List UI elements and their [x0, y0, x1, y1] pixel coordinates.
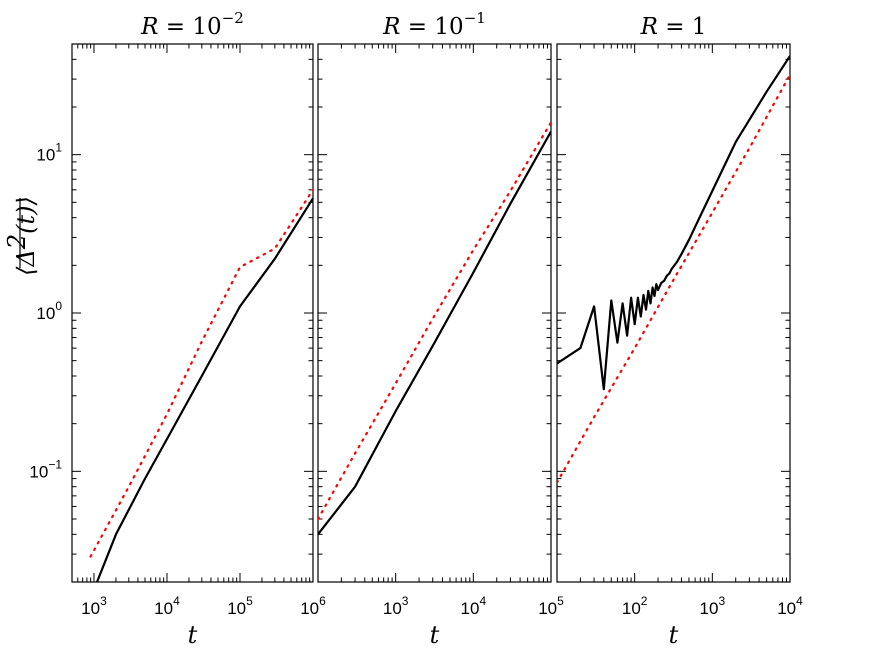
x-axis-label: t: [669, 621, 679, 649]
x-tick-label: 104: [461, 594, 487, 618]
fit-line: [89, 188, 313, 558]
simulation-line: [318, 130, 551, 535]
panel-frame: [71, 43, 314, 583]
panel-1: 103 104 105 106 t R = 10−2: [71, 9, 326, 649]
panel-title: R = 10−1: [382, 9, 486, 40]
x-axis-label: t: [188, 621, 198, 649]
simulation-line: [557, 55, 790, 391]
x-tick-label: 104: [154, 594, 180, 618]
simulation-line: [95, 197, 313, 582]
x-tick-label: 105: [538, 594, 564, 618]
panel-frame: [317, 43, 552, 583]
panel-2: 103 104 105 t R = 10−1: [317, 9, 564, 649]
x-tick-label: 105: [227, 594, 253, 618]
fit-line: [557, 73, 790, 484]
y-tick-label: 101: [36, 141, 62, 165]
x-axis-label: t: [430, 621, 440, 649]
x-tick-label: 104: [777, 594, 803, 618]
panel-title: R = 10−2: [140, 9, 244, 40]
panel-3: 102 103 104 t R = 1: [556, 14, 803, 649]
x-tick-label: 106: [300, 594, 326, 618]
panel-title: R = 1: [640, 14, 707, 40]
x-tick-label: 103: [700, 594, 726, 618]
x-tick-label: 103: [383, 594, 409, 618]
fit-line: [318, 121, 551, 521]
x-tick-label: 102: [622, 594, 648, 618]
x-tick-label: 103: [81, 594, 107, 618]
y-tick-label: 10−1: [29, 457, 62, 481]
y-tick-label: 100: [36, 299, 62, 323]
y-axis-label: ⟨Δ2(t)⟩: [3, 196, 40, 276]
